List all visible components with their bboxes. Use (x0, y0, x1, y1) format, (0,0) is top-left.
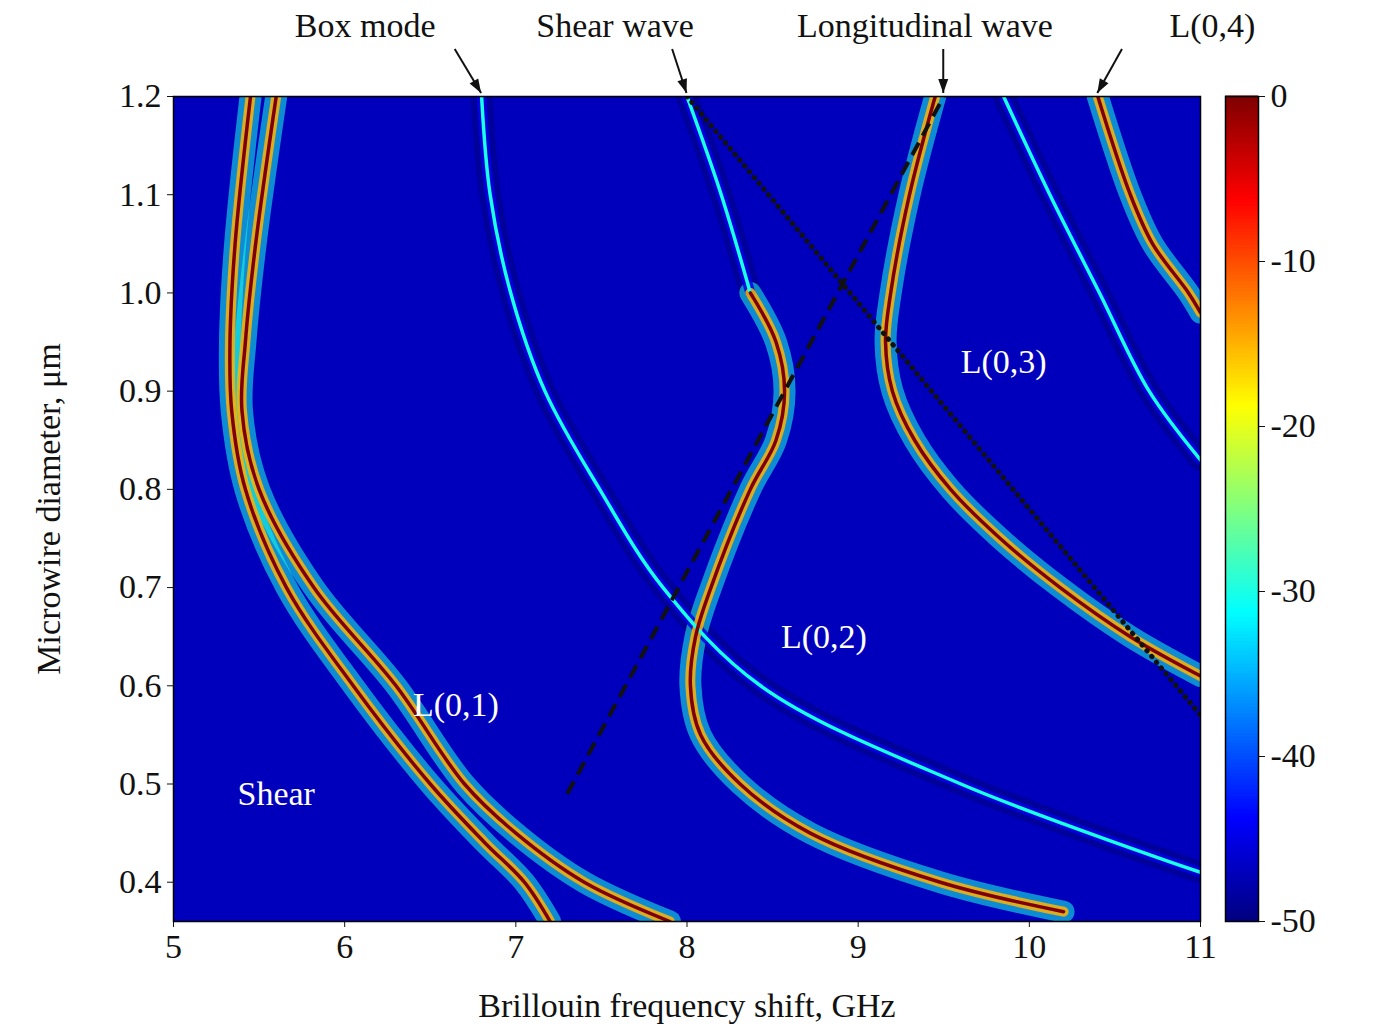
svg-text:0.8: 0.8 (119, 470, 162, 507)
svg-text:-30: -30 (1271, 572, 1316, 609)
svg-text:Microwire diameter, μm: Microwire diameter, μm (30, 343, 67, 674)
svg-text:7: 7 (507, 928, 524, 965)
svg-text:Brillouin frequency shift, GHz: Brillouin frequency shift, GHz (478, 987, 895, 1024)
svg-text:8: 8 (679, 928, 696, 965)
svg-text:L(0,1): L(0,1) (413, 686, 499, 724)
svg-text:5: 5 (165, 928, 182, 965)
svg-text:0.4: 0.4 (119, 863, 162, 900)
svg-text:1.2: 1.2 (119, 77, 162, 114)
svg-text:1.0: 1.0 (119, 274, 162, 311)
svg-text:L(0,3): L(0,3) (961, 343, 1047, 381)
svg-text:0.6: 0.6 (119, 667, 162, 704)
svg-text:0.5: 0.5 (119, 765, 162, 802)
svg-text:-10: -10 (1271, 242, 1316, 279)
svg-text:Box mode: Box mode (295, 7, 436, 44)
svg-text:0: 0 (1271, 77, 1288, 114)
svg-text:9: 9 (850, 928, 867, 965)
svg-text:-40: -40 (1271, 737, 1316, 774)
svg-text:Shear: Shear (237, 775, 315, 812)
svg-text:Longitudinal wave: Longitudinal wave (797, 7, 1053, 44)
svg-text:0.9: 0.9 (119, 372, 162, 409)
svg-text:1.1: 1.1 (119, 176, 162, 213)
svg-text:-50: -50 (1271, 902, 1316, 939)
svg-text:-20: -20 (1271, 407, 1316, 444)
svg-text:L(0,4): L(0,4) (1170, 7, 1256, 45)
svg-text:L(0,2): L(0,2) (781, 618, 867, 656)
svg-text:Shear wave: Shear wave (536, 7, 694, 44)
svg-text:6: 6 (336, 928, 353, 965)
svg-text:10: 10 (1012, 928, 1046, 965)
svg-text:11: 11 (1184, 928, 1217, 965)
svg-text:0.7: 0.7 (119, 568, 162, 605)
